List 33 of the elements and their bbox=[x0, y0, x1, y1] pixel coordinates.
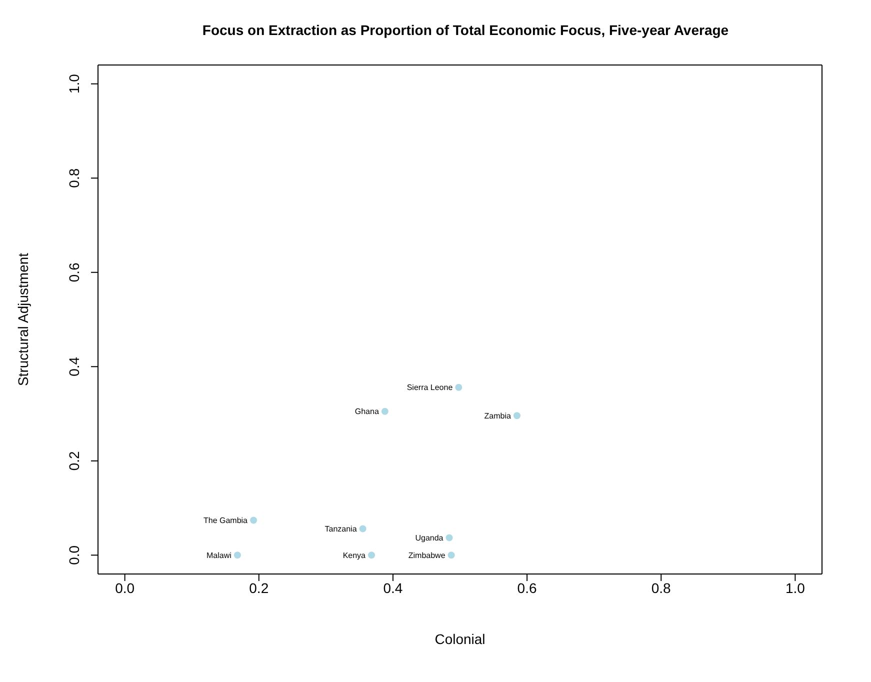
point bbox=[448, 552, 455, 559]
x-axis-title: Colonial bbox=[434, 631, 486, 647]
annotation: Kenya bbox=[342, 550, 366, 560]
y-tick-label: 0.4 bbox=[66, 356, 82, 376]
point bbox=[359, 525, 366, 532]
x-tick-label: 0.4 bbox=[383, 580, 403, 596]
point bbox=[513, 412, 520, 420]
annotation: Zimbabwe bbox=[408, 550, 446, 560]
point bbox=[250, 516, 258, 524]
y-tick-label: 0.6 bbox=[66, 262, 82, 282]
point bbox=[234, 552, 241, 559]
x-tick-label: 0.6 bbox=[517, 580, 537, 596]
annotation: Tanzania bbox=[324, 524, 358, 534]
y-tick-label: 0.0 bbox=[66, 545, 82, 565]
y-tick-label: 0.8 bbox=[66, 168, 82, 188]
annotation: Uganda bbox=[415, 534, 444, 543]
y-tick-label: 1.0 bbox=[66, 74, 82, 94]
chart-title: Focus on Extraction as Proportion of Total Economic Focus, Five-year Average bbox=[201, 21, 730, 40]
annotation: The Gambia bbox=[203, 516, 248, 526]
point bbox=[368, 552, 376, 559]
point bbox=[381, 408, 388, 415]
y-axis-title: Structural Adjustment bbox=[14, 252, 31, 386]
y-tick-label: 0.2 bbox=[66, 450, 82, 471]
x-tick-label: 0.0 bbox=[115, 580, 135, 596]
x-tick-label: 0.8 bbox=[651, 580, 672, 596]
point bbox=[455, 384, 462, 391]
x-tick-label: 0.2 bbox=[249, 580, 269, 596]
point bbox=[446, 534, 453, 542]
annotation: Zambia bbox=[484, 411, 512, 420]
annotation: Sierra Leone bbox=[406, 383, 454, 392]
annotation: Malawi bbox=[206, 550, 232, 560]
annotation: Ghana bbox=[354, 407, 380, 416]
x-tick-label: 1.0 bbox=[785, 580, 806, 596]
